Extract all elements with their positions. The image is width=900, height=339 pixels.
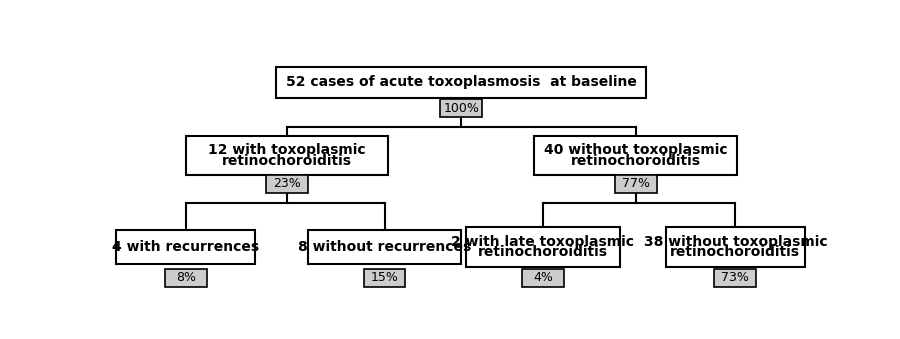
Text: 40 without toxoplasmic: 40 without toxoplasmic — [544, 143, 727, 157]
Text: 38 without toxoplasmic: 38 without toxoplasmic — [644, 235, 827, 249]
Text: 100%: 100% — [444, 101, 479, 115]
FancyBboxPatch shape — [715, 269, 756, 286]
Text: 23%: 23% — [273, 177, 301, 190]
Text: 2 with late toxoplasmic: 2 with late toxoplasmic — [452, 235, 634, 249]
FancyBboxPatch shape — [466, 227, 619, 267]
FancyBboxPatch shape — [276, 67, 646, 98]
Text: retinochoroiditis: retinochoroiditis — [571, 154, 700, 168]
Text: retinochoroiditis: retinochoroiditis — [222, 154, 352, 168]
Text: 8%: 8% — [176, 271, 195, 284]
Text: retinochoroiditis: retinochoroiditis — [670, 245, 800, 259]
Text: 4 with recurrences: 4 with recurrences — [112, 240, 259, 254]
FancyBboxPatch shape — [440, 99, 482, 117]
FancyBboxPatch shape — [666, 227, 806, 267]
FancyBboxPatch shape — [165, 269, 207, 286]
FancyBboxPatch shape — [364, 269, 405, 286]
FancyBboxPatch shape — [185, 136, 388, 175]
Text: 52 cases of acute toxoplasmosis  at baseline: 52 cases of acute toxoplasmosis at basel… — [286, 76, 636, 89]
Text: 77%: 77% — [622, 177, 650, 190]
FancyBboxPatch shape — [308, 230, 461, 264]
Text: 8 without recurrences: 8 without recurrences — [298, 240, 472, 254]
Text: retinochoroiditis: retinochoroiditis — [478, 245, 608, 259]
FancyBboxPatch shape — [522, 269, 563, 286]
FancyBboxPatch shape — [535, 136, 737, 175]
FancyBboxPatch shape — [615, 175, 657, 193]
FancyBboxPatch shape — [266, 175, 308, 193]
Text: 4%: 4% — [533, 271, 553, 284]
Text: 12 with toxoplasmic: 12 with toxoplasmic — [208, 143, 365, 157]
FancyBboxPatch shape — [116, 230, 256, 264]
Text: 15%: 15% — [371, 271, 399, 284]
Text: 73%: 73% — [722, 271, 750, 284]
